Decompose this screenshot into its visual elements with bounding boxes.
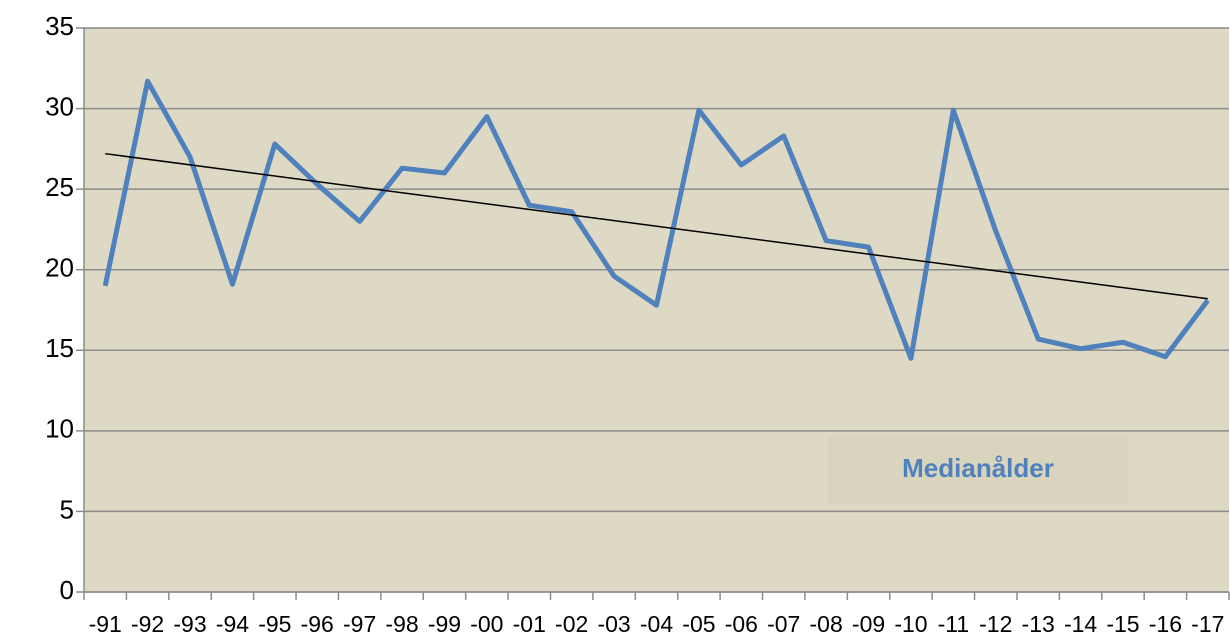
x-tick-label: -03 [597,611,630,637]
plot-area [84,28,1229,592]
x-tick-label: -06 [725,611,758,637]
legend-box [828,436,1128,504]
x-tick-label: -16 [1149,611,1182,637]
x-tick-label: -13 [1022,611,1055,637]
x-tick-label: -04 [640,611,673,637]
y-tick-label: 20 [45,253,74,283]
y-tick-label: 10 [45,414,74,444]
x-tick-label: -15 [1106,611,1139,637]
y-tick-label: 25 [45,172,74,202]
x-tick-label: -96 [301,611,334,637]
y-tick-label: 30 [45,91,74,121]
line-series [102,78,1210,361]
x-tick-label: -92 [131,611,164,637]
x-tick-label: -91 [89,611,122,637]
x-tick-label: -00 [470,611,503,637]
trendline [105,152,1208,300]
y-tick-label: 0 [60,575,74,605]
x-tick-label: -01 [513,611,546,637]
x-tick-label: -12 [979,611,1012,637]
x-tick-label: -05 [682,611,715,637]
x-tick-label: -93 [173,611,206,637]
x-tick-label: -08 [810,611,843,637]
y-tick-label: 15 [45,333,74,363]
x-tick-label: -11 [938,611,970,637]
x-tick-label: -97 [343,611,376,637]
x-tick-label: -95 [258,611,291,637]
x-tick-label: -17 [1191,611,1224,637]
legend-label: Medianålder [902,453,1054,483]
x-tick-label: -94 [216,611,249,637]
x-tick-label: -07 [767,611,800,637]
x-tick-label: -99 [428,611,461,637]
y-tick-label: 35 [45,11,74,41]
x-tick-label: -10 [894,611,927,637]
x-tick-label: -14 [1064,611,1097,637]
x-tick-label: -98 [385,611,418,637]
x-tick-label: -09 [852,611,885,637]
y-tick-label: 5 [60,494,74,524]
x-tick-label: -02 [555,611,588,637]
